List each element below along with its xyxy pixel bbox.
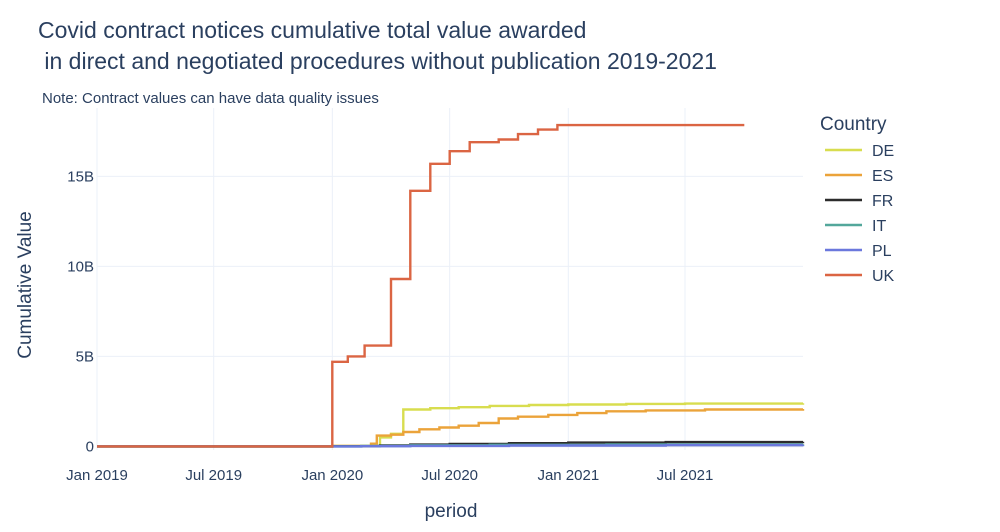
x-tick-label: Jan 2020: [301, 467, 363, 484]
x-axis-ticks: Jan 2019 Jul 2019 Jan 2020 Jul 2020 Jan 2021…: [66, 467, 713, 484]
y-tick-label: 5B: [76, 348, 94, 365]
x-tick-label: Jan 2021: [537, 467, 599, 484]
y-axis-title: Cumulative Value: [15, 211, 36, 359]
legend-title: Country: [820, 114, 887, 135]
x-tick-label: Jul 2020: [421, 467, 478, 484]
legend-label-it: IT: [872, 218, 886, 235]
legend: Country DE ES FR IT PL UK: [820, 114, 895, 285]
chart-title-line-1: Covid contract notices cumulative total …: [38, 17, 586, 43]
y-tick-label: 15B: [67, 168, 94, 185]
chart-note: Note: Contract values can have data qual…: [42, 90, 379, 107]
series-line-pl: [97, 443, 805, 448]
x-tick-label: Jul 2019: [185, 467, 242, 484]
legend-label-fr: FR: [872, 193, 893, 210]
legend-label-pl: PL: [872, 243, 892, 260]
legend-label-es: ES: [872, 168, 893, 185]
chart-title-line-2: in direct and negotiated procedures with…: [38, 48, 717, 74]
y-tick-label: 0: [86, 438, 94, 455]
y-axis-ticks: 0 5B 10B 15B: [67, 168, 94, 455]
legend-label-uk: UK: [872, 268, 895, 285]
series-line-uk: [97, 123, 745, 448]
series-line-de: [97, 402, 805, 448]
series-lines: [97, 123, 805, 448]
y-tick-label: 10B: [67, 258, 94, 275]
x-tick-label: Jul 2021: [657, 467, 714, 484]
x-axis-title: period: [425, 501, 478, 522]
series-line-es: [97, 408, 805, 448]
x-tick-label: Jan 2019: [66, 467, 128, 484]
legend-label-de: DE: [872, 143, 894, 160]
